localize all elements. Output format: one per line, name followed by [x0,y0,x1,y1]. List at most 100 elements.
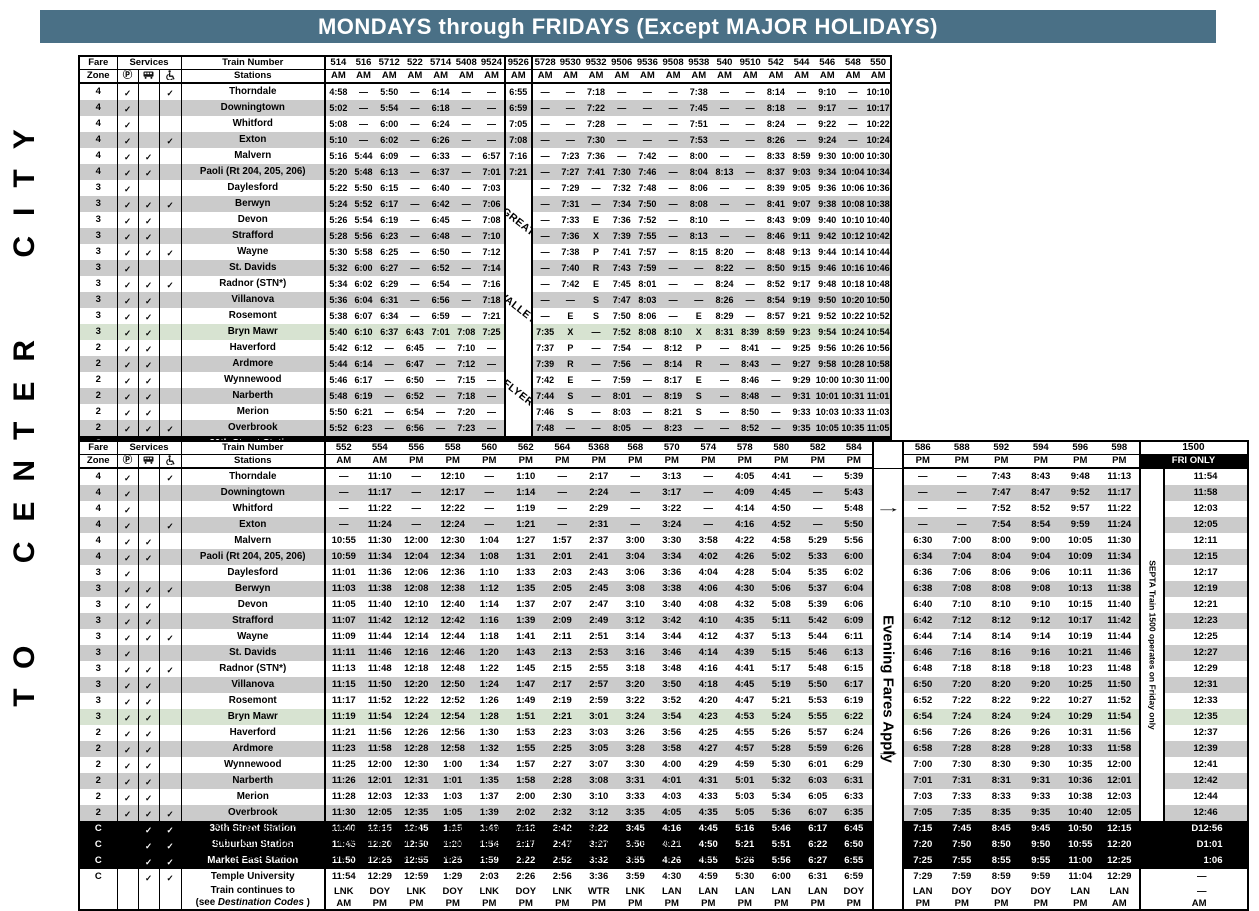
time-cell: — [531,260,558,276]
time-cell: 12:12 [398,613,435,629]
time-cell: 8:06 [638,310,657,321]
time-cell: 6:59 [503,100,533,116]
check-icon: ✓ [123,761,132,771]
time-cell: 7:35 [531,324,558,340]
time-cell: 12:23 [1162,613,1248,629]
fare-zone: 3 [79,709,118,725]
bus-check-cell: ✓ [138,709,160,725]
period-label: AM [531,69,558,84]
time-cell: — [410,214,420,225]
time-cell: 9:09 [792,214,811,225]
time-cell: 12:44 [1162,789,1248,805]
time-cell: 3:50 [617,837,654,853]
time-cell: 7:01 [902,773,942,789]
time-cell: 3:46 [653,645,690,661]
check-icon: ✓ [123,216,132,226]
time-cell: 1:05 [434,805,471,821]
time-cell: 12:20 [361,837,398,853]
check-icon: ✓ [166,280,174,290]
station-row: 2 ✓ ✓ ✓ Overbrook 11:30 12:05 12:35 1:05 1:39 2:02… [79,805,1248,821]
station-row: 3 ✓ ✓ Devon 5:26 5:54 6:19—6:45—7:08—7:33 E 7:36… [79,212,891,228]
time-cell: 10:13 [1060,581,1100,597]
time-cell: 6:17 [376,196,403,212]
time-cell: 12:14 [404,631,429,643]
period-cell: PM [628,897,643,909]
period-cell: AM [1111,897,1127,909]
fare-zone: 3 [79,180,118,196]
time-cell: — [711,388,738,404]
time-cell: E [567,374,574,385]
station-row: 3 ✓ ✓ ✓ Radnor (STN*) 11:13 11:48 12:18 12:48 1:2… [79,661,1248,677]
station-name: Malvern [181,148,326,164]
station-row: 2 ✓ ✓ Ardmore 11:23 11:58 12:28 12:58 1:32 1:55 2:… [79,741,1248,757]
zone-header: Zone [79,454,118,469]
time-cell: — [634,420,661,436]
time-cell: 8:10 [660,324,686,340]
time-cell: 10:24 [840,324,866,340]
time-cell: 7:44 [531,388,558,404]
time-cell: 7:08 [482,214,501,225]
time-cell: 6:18 [427,100,454,116]
time-cell: 5:50 [836,517,873,533]
destination-code: LNK [625,885,646,897]
time-cell: 6:50 [902,677,942,693]
time-cell: 4:16 [726,517,763,533]
train-1500-note: SEPTA Train 1500 operates on Friday only [1138,468,1164,821]
time-cell: 2:21 [544,709,581,725]
time-cell: 5:02 [325,100,351,116]
station-name: Whitford [181,116,326,132]
time-cell: 7:10 [952,599,972,611]
time-cell: 11:36 [1107,567,1132,579]
parking-check-cell: ✓ [117,260,139,276]
check-icon: ✓ [144,537,153,547]
check-icon: ✓ [166,857,174,867]
time-cell: 8:59 [792,150,811,161]
time-cell: 4:09 [726,485,763,501]
time-cell: 8:46 [741,374,760,385]
time-cell: 8:39 [737,324,763,340]
time-cell: 4:23 [690,709,727,725]
time-cell: 12:03 [1107,791,1132,803]
time-cell: 7:33 [952,791,972,803]
fare-zone: 3 [79,212,118,228]
time-cell: 1:24 [471,677,508,693]
time-cell: — [583,196,609,212]
time-cell: 12:50 [398,837,435,853]
time-cell: 11:50 [325,853,362,869]
time-cell: 8:04 [685,164,712,180]
time-cell: 8:31 [711,324,738,340]
time-cell: 8:59 [763,324,789,340]
train-number: 592 [981,441,1021,455]
fare-zone: C [79,853,118,869]
fare-zone: 3 [79,661,118,677]
time-cell: 1:57 [552,535,572,547]
destination-code: DOY [1030,885,1052,897]
time-cell: — [479,356,505,372]
time-cell: 3:40 [662,599,682,611]
time-cell: 4:58 [329,86,348,97]
time-cell: 8:54 [763,292,789,308]
time-cell: 8:20 [715,246,734,257]
bus-check-cell [138,180,160,196]
wheelchair-check-cell: ✓ [159,581,182,597]
bus-check-cell: ✓ [138,164,160,180]
train-number: 5712 [376,56,403,70]
station-row: 4 ✓ Downingtown —11:17—12:17—1:14—2:24—3:17… [79,485,1248,501]
station-name: Wayne [181,244,326,260]
station-row: 3 ✓ ✓ ✓ Berwyn 11:03 11:38 12:08 12:38 1:12 1:35 2:… [79,581,1248,597]
time-cell: — [711,228,738,244]
time-cell: 10:19 [1068,631,1093,643]
parking-check-cell: ✓ [117,789,139,805]
time-cell: 4:06 [690,581,727,597]
time-cell: 1:51 [507,709,544,725]
time-cell: — [479,100,505,116]
station-row: 3 ✓ Daylesford 5:22 5:50 6:15—6:40—7:03 GREAT V… [79,180,891,436]
time-cell: 9:20 [1021,677,1061,693]
time-cell: — [453,260,480,276]
time-cell: 4:32 [735,599,755,611]
parking-icon: Ⓟ [122,70,133,81]
time-cell: 6:26 [427,132,454,148]
wheelchair-check-cell [159,404,182,420]
time-cell: 9:34 [814,164,841,180]
train-number: 540 [711,56,738,70]
